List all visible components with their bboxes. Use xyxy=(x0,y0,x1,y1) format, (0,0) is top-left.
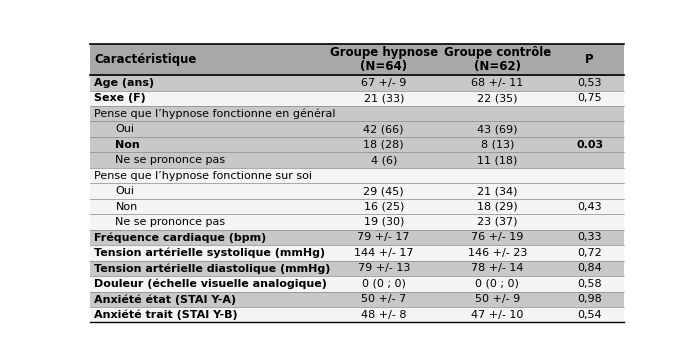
Text: 50 +/- 7: 50 +/- 7 xyxy=(361,294,407,304)
Text: 42 (66): 42 (66) xyxy=(363,124,404,134)
Bar xyxy=(90,168,624,183)
Text: 0.03: 0.03 xyxy=(576,140,603,150)
Bar xyxy=(90,230,624,245)
Text: 21 (33): 21 (33) xyxy=(363,93,404,103)
Text: 68 +/- 11: 68 +/- 11 xyxy=(471,78,523,88)
Bar xyxy=(90,75,624,90)
Text: Tension artérielle diastolique (mmHg): Tension artérielle diastolique (mmHg) xyxy=(94,263,330,274)
Bar xyxy=(90,183,624,199)
Text: 79 +/- 13: 79 +/- 13 xyxy=(357,264,410,273)
Text: Fréquence cardiaque (bpm): Fréquence cardiaque (bpm) xyxy=(94,232,266,243)
Text: 67 +/- 9: 67 +/- 9 xyxy=(361,78,407,88)
Text: 0,43: 0,43 xyxy=(578,201,602,212)
Text: 0 (0 ; 0): 0 (0 ; 0) xyxy=(475,279,519,289)
Bar xyxy=(90,261,624,276)
Text: 47 +/- 10: 47 +/- 10 xyxy=(471,310,523,320)
Text: 0,98: 0,98 xyxy=(578,294,602,304)
Text: 0,75: 0,75 xyxy=(578,93,602,103)
Text: Tension artérielle systolique (mmHg): Tension artérielle systolique (mmHg) xyxy=(94,248,325,258)
Text: 29 (45): 29 (45) xyxy=(363,186,404,196)
Text: 8 (13): 8 (13) xyxy=(481,140,514,150)
Text: 43 (69): 43 (69) xyxy=(477,124,518,134)
Text: 21 (34): 21 (34) xyxy=(477,186,518,196)
Text: Anxiété état (STAI Y-A): Anxiété état (STAI Y-A) xyxy=(94,294,236,305)
Bar xyxy=(90,245,624,261)
Bar xyxy=(90,44,624,75)
Bar xyxy=(90,291,624,307)
Text: 18 (28): 18 (28) xyxy=(363,140,404,150)
Bar xyxy=(90,307,624,322)
Bar xyxy=(90,90,624,106)
Text: Ne se prononce pas: Ne se prononce pas xyxy=(115,155,226,165)
Text: Pense que l’hypnose fonctionne en général: Pense que l’hypnose fonctionne en généra… xyxy=(94,109,336,119)
Text: P: P xyxy=(585,53,594,66)
Text: 0,54: 0,54 xyxy=(578,310,602,320)
Text: (N=64): (N=64) xyxy=(360,60,407,73)
Text: 4 (6): 4 (6) xyxy=(370,155,397,165)
Text: Douleur (échelle visuelle analogique): Douleur (échelle visuelle analogique) xyxy=(94,278,327,289)
Text: Age (ans): Age (ans) xyxy=(94,78,154,88)
Bar xyxy=(90,106,624,122)
Text: Groupe contrôle: Groupe contrôle xyxy=(444,46,551,59)
Text: Sexe (F): Sexe (F) xyxy=(94,93,146,103)
Bar xyxy=(90,137,624,152)
Text: Anxiété trait (STAI Y-B): Anxiété trait (STAI Y-B) xyxy=(94,310,238,320)
Bar xyxy=(90,276,624,291)
Bar xyxy=(90,214,624,230)
Text: Pense que l’hypnose fonctionne sur soi: Pense que l’hypnose fonctionne sur soi xyxy=(94,171,312,180)
Text: 0 (0 ; 0): 0 (0 ; 0) xyxy=(362,279,406,289)
Text: 23 (37): 23 (37) xyxy=(477,217,518,227)
Text: 146 +/- 23: 146 +/- 23 xyxy=(468,248,527,258)
Text: 19 (30): 19 (30) xyxy=(363,217,404,227)
Text: 0,58: 0,58 xyxy=(578,279,602,289)
Text: Oui: Oui xyxy=(115,124,134,134)
Text: Caractéristique: Caractéristique xyxy=(94,53,196,66)
Text: 0,72: 0,72 xyxy=(578,248,602,258)
Text: 0,33: 0,33 xyxy=(578,232,602,242)
Text: 79 +/- 17: 79 +/- 17 xyxy=(357,232,410,242)
Text: 76 +/- 19: 76 +/- 19 xyxy=(471,232,523,242)
Text: 0,84: 0,84 xyxy=(578,264,602,273)
Bar xyxy=(90,122,624,137)
Text: 78 +/- 14: 78 +/- 14 xyxy=(471,264,523,273)
Text: Non: Non xyxy=(115,140,140,150)
Text: 22 (35): 22 (35) xyxy=(477,93,518,103)
Text: 144 +/- 17: 144 +/- 17 xyxy=(354,248,414,258)
Text: Non: Non xyxy=(115,201,138,212)
Text: Groupe hypnose: Groupe hypnose xyxy=(329,46,438,59)
Text: (N=62): (N=62) xyxy=(474,60,521,73)
Text: 0,53: 0,53 xyxy=(578,78,602,88)
Bar xyxy=(90,152,624,168)
Text: 18 (29): 18 (29) xyxy=(477,201,518,212)
Text: Oui: Oui xyxy=(115,186,134,196)
Text: 16 (25): 16 (25) xyxy=(363,201,404,212)
Text: 48 +/- 8: 48 +/- 8 xyxy=(361,310,407,320)
Text: Ne se prononce pas: Ne se prononce pas xyxy=(115,217,226,227)
Text: 11 (18): 11 (18) xyxy=(477,155,518,165)
Bar xyxy=(90,199,624,214)
Text: 50 +/- 9: 50 +/- 9 xyxy=(475,294,520,304)
